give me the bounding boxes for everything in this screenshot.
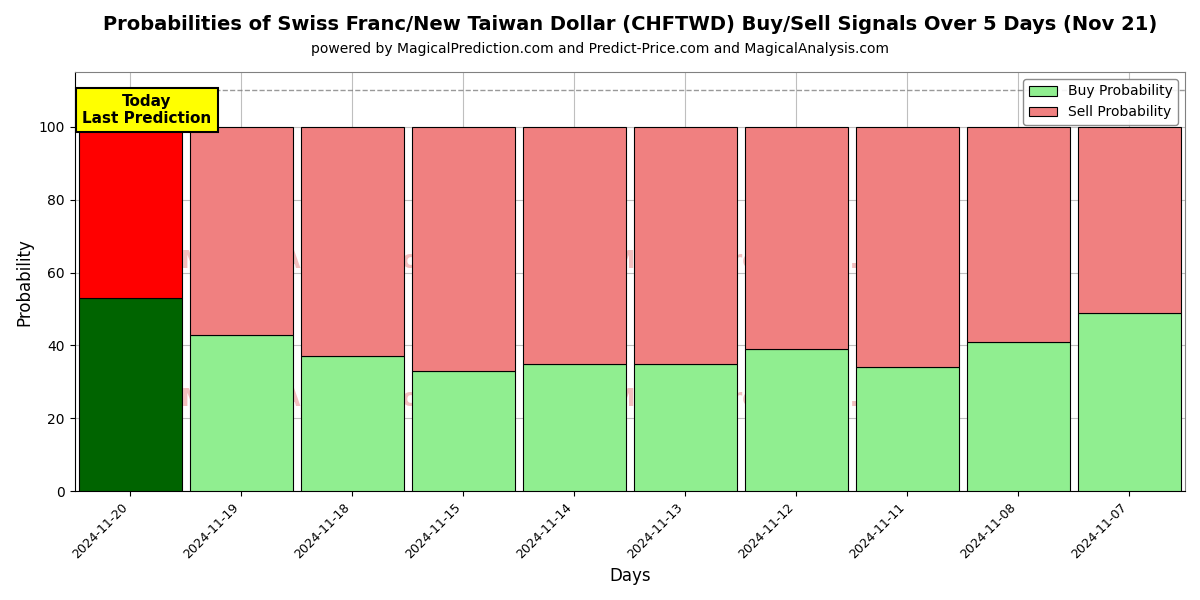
Bar — [301, 356, 404, 491]
Bar — [1078, 313, 1181, 491]
Text: powered by MagicalPrediction.com and Predict-Price.com and MagicalAnalysis.com: powered by MagicalPrediction.com and Pre… — [311, 42, 889, 56]
Bar — [745, 127, 848, 349]
Bar — [856, 127, 959, 367]
Bar — [523, 364, 626, 491]
X-axis label: Days: Days — [610, 567, 650, 585]
Bar — [190, 335, 293, 491]
Bar — [634, 127, 737, 364]
Bar — [301, 127, 404, 356]
Bar — [523, 127, 626, 364]
Bar — [967, 342, 1070, 491]
Bar — [856, 367, 959, 491]
Title: Probabilities of Swiss Franc/New Taiwan Dollar (CHFTWD) Buy/Sell Signals Over 5 : Probabilities of Swiss Franc/New Taiwan … — [103, 16, 1157, 34]
Bar — [412, 127, 515, 371]
Bar — [967, 127, 1070, 342]
Legend: Buy Probability, Sell Probability: Buy Probability, Sell Probability — [1024, 79, 1178, 125]
Bar — [78, 298, 182, 491]
Text: MagicalPrediction.com: MagicalPrediction.com — [612, 249, 914, 273]
Bar — [745, 349, 848, 491]
Text: MagicalAnalysis.com: MagicalAnalysis.com — [180, 249, 457, 273]
Text: MagicalPrediction.com: MagicalPrediction.com — [612, 387, 914, 411]
Bar — [190, 127, 293, 335]
Bar — [412, 371, 515, 491]
Text: Today
Last Prediction: Today Last Prediction — [83, 94, 211, 126]
Bar — [1078, 127, 1181, 313]
Bar — [78, 127, 182, 298]
Text: MagicalAnalysis.com: MagicalAnalysis.com — [180, 387, 457, 411]
Bar — [634, 364, 737, 491]
Y-axis label: Probability: Probability — [16, 238, 34, 326]
